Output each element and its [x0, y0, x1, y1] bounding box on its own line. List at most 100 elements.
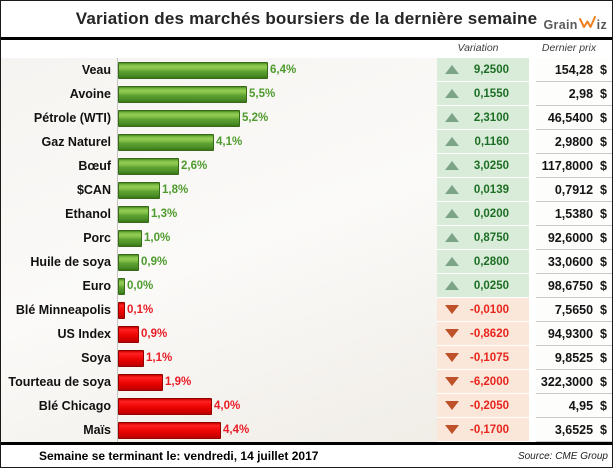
column-gap — [529, 274, 536, 298]
price-value: 0,7912 — [554, 182, 594, 197]
column-gap — [529, 226, 536, 250]
price-cell: 1,5380 $ — [536, 202, 612, 226]
bar — [118, 349, 144, 367]
column-gap — [529, 370, 536, 394]
bar-cell: 0,9% — [117, 250, 437, 274]
table-row: Avoine 5,5% 0,1550 2,98 $ — [1, 82, 612, 106]
row-label: Euro — [82, 279, 111, 293]
price-value: 7,5650 — [554, 302, 594, 317]
variation-cell: 0,0139 — [437, 178, 529, 202]
price-value: 94,9300 — [547, 326, 594, 341]
currency-symbol: $ — [600, 86, 607, 101]
currency-symbol: $ — [600, 110, 607, 125]
variation-cell: 0,0250 — [437, 274, 529, 298]
bar-value-label: 1,8% — [162, 184, 189, 196]
bar-value-label: 0,9% — [141, 256, 168, 268]
trend-arrow-icon — [445, 353, 459, 362]
bar-value-label: 2,6% — [181, 160, 208, 172]
variation-value: 9,2500 — [473, 63, 509, 76]
trend-arrow-icon — [445, 89, 459, 98]
column-gap — [529, 322, 536, 346]
table-row: Veau 6,4% 9,2500 154,28 $ — [1, 58, 612, 82]
table-row: Gaz Naturel 4,1% 0,1160 2,9800 $ — [1, 130, 612, 154]
price-cell: 46,5400 $ — [536, 106, 612, 130]
table-row: Soya 1,1% -0,1075 9,8525 $ — [1, 346, 612, 370]
trend-arrow-icon — [445, 65, 459, 74]
price-cell: 98,6750 $ — [536, 274, 612, 298]
variation-value: 0,0250 — [473, 279, 509, 292]
bar-value-label: 4,4% — [223, 424, 250, 436]
price-column-header: Dernier prix — [541, 42, 597, 54]
footer-divider — [1, 442, 612, 445]
bar — [118, 109, 240, 127]
rows: Veau 6,4% 9,2500 154,28 $ Avoine 5,5% 0,… — [1, 58, 612, 442]
bar — [118, 157, 179, 175]
week-ending-label: Semaine se terminant le: vendredi, 14 ju… — [39, 449, 319, 463]
price-cell: 92,6000 $ — [536, 226, 612, 250]
currency-symbol: $ — [600, 254, 607, 269]
currency-symbol: $ — [600, 326, 607, 341]
trend-arrow-icon — [445, 113, 459, 122]
price-value: 46,5400 — [547, 110, 594, 125]
variation-value: -0,1700 — [469, 423, 509, 436]
variation-value: 0,1550 — [473, 87, 509, 100]
bar-cell: 5,5% — [117, 82, 437, 106]
currency-symbol: $ — [600, 302, 607, 317]
price-cell: 0,7912 $ — [536, 178, 612, 202]
bar-value-label: 6,4% — [270, 64, 297, 76]
variation-value: 0,2800 — [473, 255, 509, 268]
bar — [118, 373, 163, 391]
table-row: $CAN 1,8% 0,0139 0,7912 $ — [1, 178, 612, 202]
currency-symbol: $ — [600, 158, 607, 173]
trend-arrow-icon — [445, 161, 459, 170]
bar-cell: 0,1% — [117, 298, 437, 322]
bar-value-label: 4,1% — [216, 136, 243, 148]
table-row: Euro 0,0% 0,0250 98,6750 $ — [1, 274, 612, 298]
trend-arrow-icon — [445, 425, 459, 434]
bar — [118, 205, 149, 223]
bar-value-label: 0,9% — [141, 328, 168, 340]
column-gap — [529, 394, 536, 418]
price-value: 2,9800 — [554, 134, 594, 149]
bar-value-label: 1,3% — [151, 208, 178, 220]
bar — [118, 133, 214, 151]
bar-value-label: 4,0% — [214, 400, 241, 412]
price-cell: 33,0600 $ — [536, 250, 612, 274]
currency-symbol: $ — [600, 230, 607, 245]
variation-cell: -0,1700 — [437, 418, 529, 442]
table-row: Ethanol 1,3% 0,0200 1,5380 $ — [1, 202, 612, 226]
price-cell: 117,8000 $ — [536, 154, 612, 178]
currency-symbol: $ — [600, 398, 607, 413]
bar-cell: 1,0% — [117, 226, 437, 250]
trend-arrow-icon — [445, 305, 459, 314]
table-row: US Index 0,9% -0,8620 94,9300 $ — [1, 322, 612, 346]
footer: Semaine se terminant le: vendredi, 14 ju… — [1, 445, 612, 467]
bar-cell: 4,0% — [117, 394, 437, 418]
trend-arrow-icon — [445, 209, 459, 218]
variation-value: 0,1160 — [474, 135, 509, 148]
row-label: Bœuf — [78, 159, 111, 173]
bar — [118, 277, 125, 295]
currency-symbol: $ — [600, 134, 607, 149]
trend-arrow-icon — [445, 329, 459, 338]
variation-cell: 9,2500 — [437, 58, 529, 82]
variation-cell: -6,2000 — [437, 370, 529, 394]
variation-cell: 0,8750 — [437, 226, 529, 250]
currency-symbol: $ — [600, 206, 607, 221]
trend-arrow-icon — [445, 233, 459, 242]
bar-value-label: 5,5% — [249, 88, 276, 100]
bar — [118, 421, 221, 439]
variation-cell: 0,1550 — [437, 82, 529, 106]
row-label: Gaz Naturel — [41, 135, 111, 149]
price-cell: 3,6525 $ — [536, 418, 612, 442]
column-gap — [529, 346, 536, 370]
variation-cell: 2,3100 — [437, 106, 529, 130]
variation-value: 0,0200 — [473, 207, 509, 220]
bar-value-label: 1,0% — [144, 232, 171, 244]
row-label: Huile de soya — [30, 255, 111, 269]
price-value: 2,98 — [568, 86, 594, 101]
currency-symbol: $ — [600, 422, 607, 437]
row-label: Blé Minneapolis — [15, 303, 111, 317]
variation-value: -0,1075 — [469, 351, 509, 364]
bar-cell: 1,3% — [117, 202, 437, 226]
